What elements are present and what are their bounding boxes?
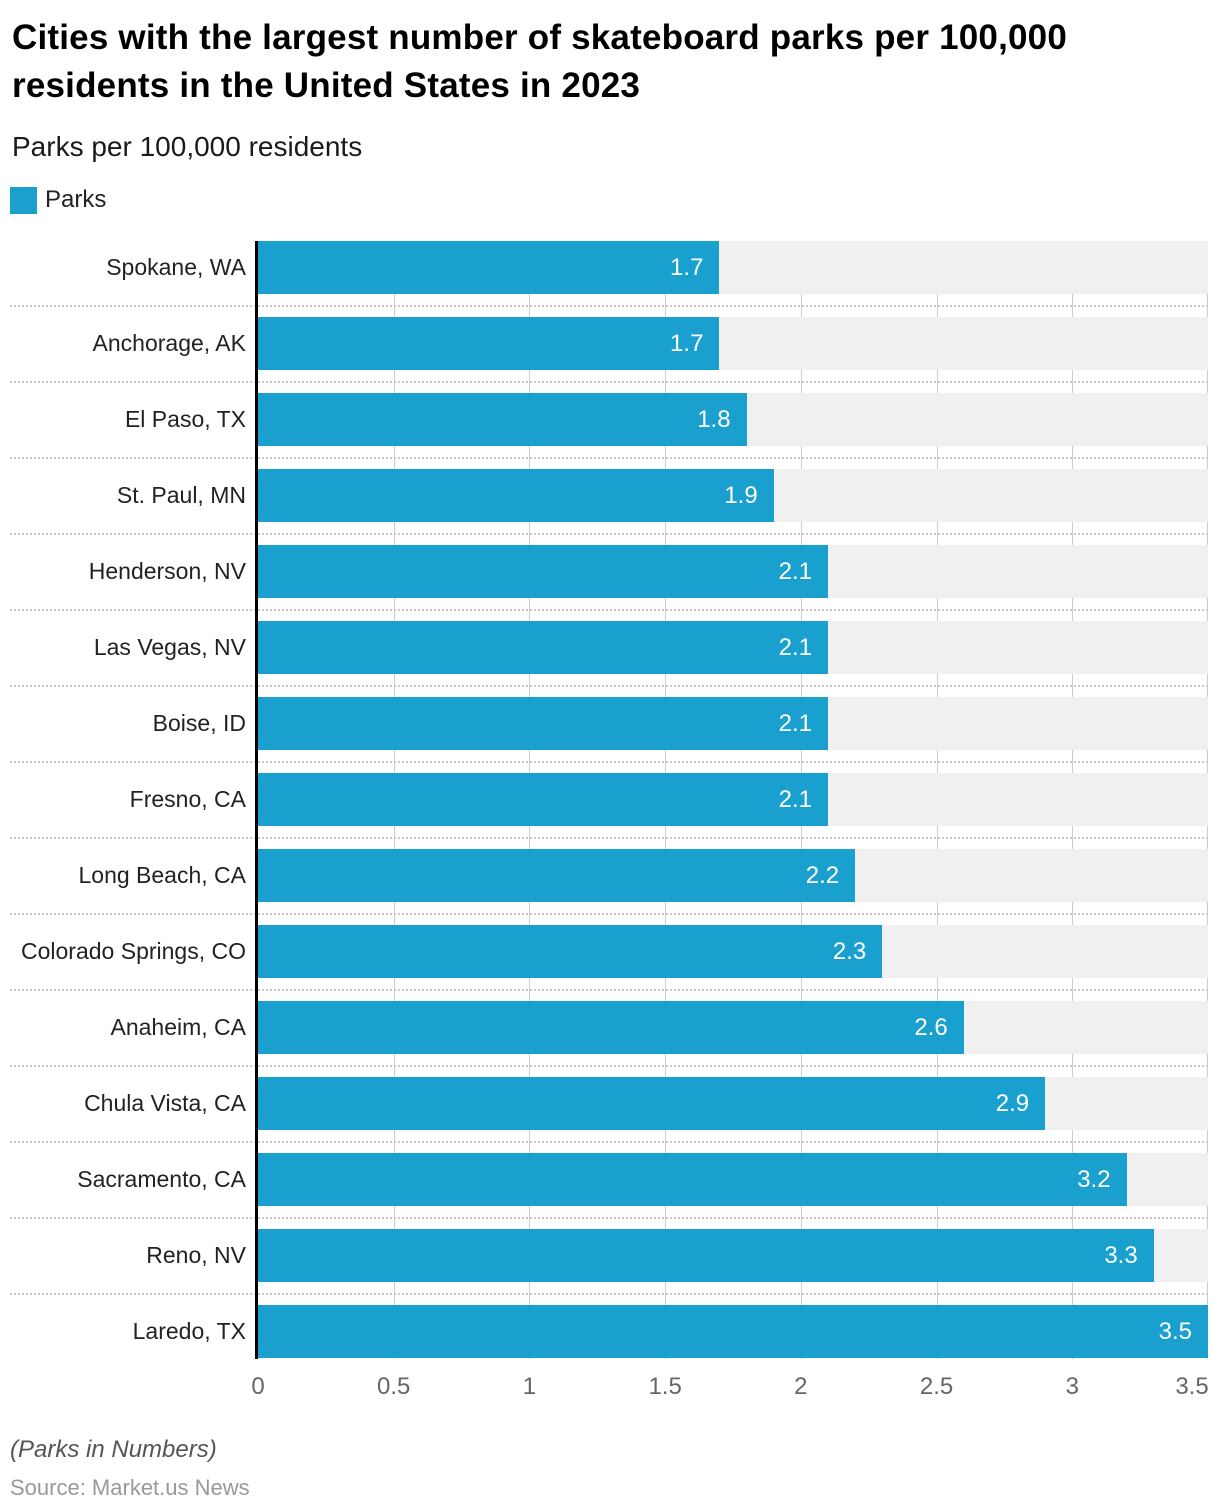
bar: 3.2 [258, 1153, 1127, 1206]
bar-row: 2.2 [258, 849, 1208, 902]
x-tick-label: 0.5 [377, 1373, 411, 1400]
row-separator [10, 457, 1208, 459]
bar: 2.3 [258, 925, 883, 978]
category-axis-line [255, 241, 258, 1359]
bar-row: 2.1 [258, 545, 1208, 598]
bar: 2.9 [258, 1077, 1046, 1130]
category-label: Boise, ID [152, 710, 246, 736]
bar: 2.1 [258, 697, 828, 750]
bar-value-label: 2.1 [778, 558, 812, 585]
x-tick-label: 2 [794, 1373, 808, 1400]
bar: 2.1 [258, 773, 828, 826]
bar-row: 2.6 [258, 1001, 1208, 1054]
bar: 2.1 [258, 621, 828, 674]
bar-row: 1.8 [258, 393, 1208, 446]
x-tick-label: 2.5 [919, 1373, 954, 1400]
chart-source: Source: Market.us News [10, 1475, 250, 1500]
bar-row: 1.7 [258, 241, 1208, 294]
bar-row: 2.9 [258, 1077, 1208, 1130]
x-tick-label: 0 [251, 1373, 265, 1400]
bar: 2.6 [258, 1001, 964, 1054]
bar: 2.2 [258, 849, 856, 902]
category-label: Las Vegas, NV [93, 634, 246, 660]
category-label: El Paso, TX [124, 406, 246, 432]
x-tick-label: 3 [1065, 1373, 1079, 1400]
bar: 1.7 [258, 317, 720, 370]
bar-value-label: 3.5 [1158, 1318, 1192, 1345]
category-label: Anaheim, CA [110, 1014, 246, 1040]
category-label: Chula Vista, CA [84, 1090, 246, 1116]
category-label: Laredo, TX [132, 1318, 246, 1344]
row-separator [10, 1141, 1208, 1143]
row-separator [10, 761, 1208, 763]
row-separator [10, 685, 1208, 687]
x-tick-label: 1.5 [648, 1373, 682, 1400]
bar: 1.8 [258, 393, 747, 446]
bar-row: 3.5 [258, 1305, 1208, 1358]
category-label: Sacramento, CA [77, 1166, 246, 1192]
bar-value-label: 1.9 [724, 482, 758, 509]
chart-title: Cities with the largest number of skateb… [12, 18, 1067, 105]
bar-value-label: 2.6 [914, 1014, 948, 1041]
row-separator [10, 837, 1208, 839]
bar: 3.5 [258, 1305, 1208, 1358]
category-label: Reno, NV [146, 1242, 246, 1268]
category-label: Colorado Springs, CO [21, 938, 246, 964]
row-separator [10, 1217, 1208, 1219]
bar-row: 3.3 [258, 1229, 1208, 1282]
bar-value-label: 2.1 [778, 634, 812, 661]
bar-value-label: 3.3 [1104, 1242, 1138, 1269]
row-separator [10, 305, 1208, 307]
row-separator [10, 533, 1208, 535]
bar: 3.3 [258, 1229, 1154, 1282]
bar-value-label: 1.7 [670, 330, 704, 357]
bar-value-label: 2.1 [778, 710, 812, 737]
bar: 1.9 [258, 469, 774, 522]
category-label: Fresno, CA [129, 786, 246, 812]
bar-value-label: 1.8 [697, 406, 731, 433]
legend: Parks [10, 186, 106, 214]
x-tick-label: 3.5 [1175, 1373, 1209, 1400]
row-separator [10, 1065, 1208, 1067]
bar-row: 3.2 [258, 1153, 1208, 1206]
bar-value-label: 2.2 [805, 862, 840, 889]
plot-area: 1.7 1.7 1.8 1.9 2.1 2.1 2.1 2.1 2.2 2.3 2.6 2.9 3.2 3… [255, 241, 1208, 1359]
category-label: Henderson, NV [88, 558, 246, 584]
x-tick-label: 1 [522, 1373, 537, 1400]
bar-value-label: 2.3 [832, 938, 867, 965]
row-separator [10, 1293, 1208, 1295]
bar-row: 1.7 [258, 317, 1208, 370]
bar-row: 2.3 [258, 925, 1208, 978]
bar-value-label: 1.7 [670, 254, 704, 281]
bar-row: 2.1 [258, 621, 1208, 674]
bar-value-label: 2.9 [995, 1090, 1030, 1117]
row-separator [10, 381, 1208, 383]
bar-value-label: 3.2 [1077, 1166, 1111, 1193]
bar-value-label: 2.1 [778, 786, 812, 813]
bar-row: 1.9 [258, 469, 1208, 522]
bar-row: 2.1 [258, 773, 1208, 826]
legend-label: Parks [45, 186, 107, 213]
bar: 1.7 [258, 241, 720, 294]
legend-swatch-icon [10, 186, 37, 214]
category-label: Long Beach, CA [78, 862, 246, 888]
category-label: Anchorage, AK [92, 330, 246, 356]
bar: 2.1 [258, 545, 828, 598]
row-separator [10, 989, 1208, 991]
row-separator [10, 609, 1208, 611]
bar-row: 2.1 [258, 697, 1208, 750]
chart-note: (Parks in Numbers) [10, 1436, 217, 1463]
category-label: Spokane, WA [106, 254, 246, 280]
category-label: St. Paul, MN [116, 482, 246, 508]
row-separator [10, 913, 1208, 915]
chart-subtitle: Parks per 100,000 residents [12, 131, 363, 162]
